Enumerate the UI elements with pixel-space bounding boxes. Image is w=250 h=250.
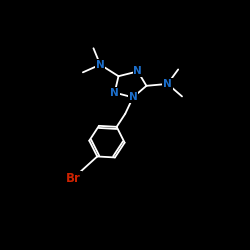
Text: Br: Br [66,172,81,185]
Text: N: N [128,92,137,102]
Text: N: N [110,88,119,98]
Text: N: N [134,66,142,76]
Text: N: N [96,60,104,70]
Text: N: N [163,79,172,89]
